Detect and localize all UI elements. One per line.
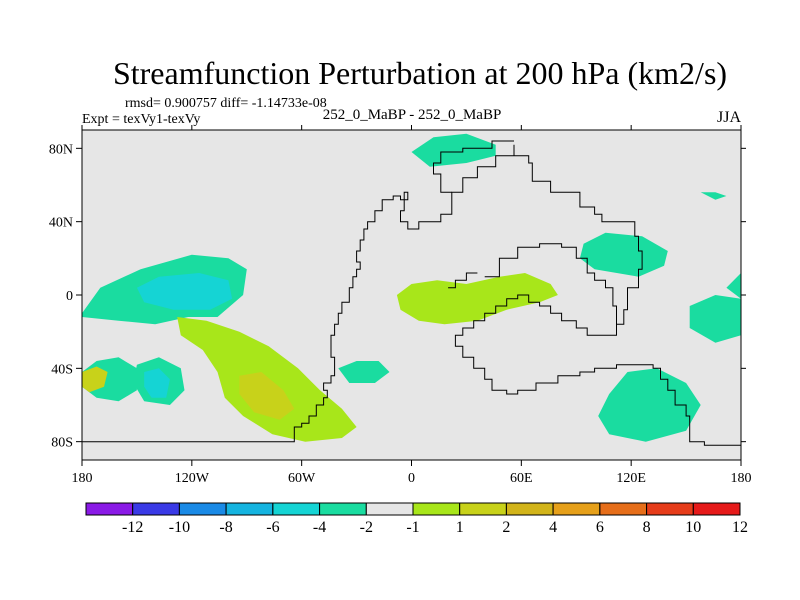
- colorbar-label: 6: [596, 519, 604, 536]
- colorbar-swatch: [412, 502, 461, 516]
- contour-region-sw-pacific-core: [82, 366, 108, 393]
- contour-region-australia-trough: [598, 368, 701, 442]
- x-tick-label: 180: [731, 471, 752, 486]
- season-label: JJA: [717, 109, 741, 126]
- y-tick-label: 40N: [49, 216, 73, 231]
- continent-outline-2: [433, 140, 514, 193]
- contour-regions: [82, 133, 741, 442]
- contour-region-africa-ridge: [396, 273, 558, 325]
- colorbar-label: -8: [219, 519, 232, 536]
- y-axis: 80N 40N 0 40S 80S: [49, 142, 746, 451]
- colorbar-swatch: [272, 502, 321, 516]
- x-tick-label: 120W: [175, 471, 210, 486]
- continent-outlines: [82, 140, 741, 446]
- colorbar-swatch: [459, 502, 507, 516]
- colorbar-label: -2: [360, 519, 373, 536]
- colorbar: -12 -10 -8 -6 -4 -2 -1 1 2 4 6 8 10 12: [85, 502, 748, 536]
- contour-region-south-pacific-trough-core: [144, 368, 170, 398]
- contour-region-equatorial-pacific-core: [136, 273, 233, 310]
- colorbar-label: 12: [732, 519, 748, 536]
- contour-region-arctic-trough: [411, 133, 496, 167]
- x-tick-label: 0: [408, 471, 415, 486]
- colorbar-swatch: [132, 502, 180, 516]
- x-tick-label: 60E: [510, 471, 533, 486]
- colorbar-label: -4: [313, 519, 326, 536]
- colorbar-label: -6: [266, 519, 279, 536]
- x-tick-label: 60W: [288, 471, 316, 486]
- contour-region-asia-trough: [579, 232, 668, 277]
- y-tick-label: 80S: [51, 436, 73, 451]
- x-tick-label: 120E: [616, 471, 646, 486]
- colorbar-swatch: [178, 502, 227, 516]
- chart-subtitle: 252_0_MaBP - 252_0_MaBP: [323, 107, 502, 123]
- continent-outline-4: [448, 272, 478, 289]
- colorbar-swatch: [505, 502, 554, 516]
- colorbar-swatch: [552, 502, 601, 516]
- contour-region-south-atlantic-low: [338, 361, 390, 383]
- colorbar-label: 4: [549, 519, 557, 536]
- contour-region-west-pacific-trough: [689, 295, 741, 343]
- y-tick-label: 40S: [51, 362, 73, 377]
- continent-outline-3: [484, 243, 617, 325]
- colorbar-label: -12: [122, 519, 143, 536]
- continent-outline-1: [82, 144, 741, 446]
- colorbar-label: 10: [685, 519, 701, 536]
- x-tick-label: 180: [72, 471, 93, 486]
- x-axis: 180 120W 60W 0 60E 120E 180: [72, 125, 752, 486]
- contour-region-kamchatka-sliver: [700, 192, 727, 200]
- contour-region-east-pacific-edge: [726, 273, 741, 299]
- chart-title: Streamfunction Perturbation at 200 hPa (…: [113, 55, 727, 91]
- colorbar-swatch: [646, 502, 694, 516]
- colorbar-label: 8: [643, 519, 651, 536]
- plot-area: [81, 129, 742, 461]
- colorbar-label: 2: [502, 519, 510, 536]
- colorbar-label: -1: [406, 519, 419, 536]
- colorbar-swatch: [225, 502, 274, 516]
- colorbar-swatch: [599, 502, 648, 516]
- colorbar-label: -10: [169, 519, 190, 536]
- rmsd-stats: rmsd= 0.900757 diff= -1.14733e-08: [125, 96, 327, 111]
- colorbar-swatch: [365, 502, 414, 516]
- contour-region-south-america-core: [239, 372, 295, 420]
- colorbar-swatch: [319, 502, 367, 516]
- colorbar-swatch: [692, 502, 741, 516]
- colorbar-label: 1: [456, 519, 464, 536]
- colorbar-swatch: [85, 502, 134, 516]
- y-tick-label: 80N: [49, 142, 73, 157]
- experiment-label: Expt = texVy1-texVy: [82, 112, 200, 127]
- y-tick-label: 0: [66, 289, 73, 304]
